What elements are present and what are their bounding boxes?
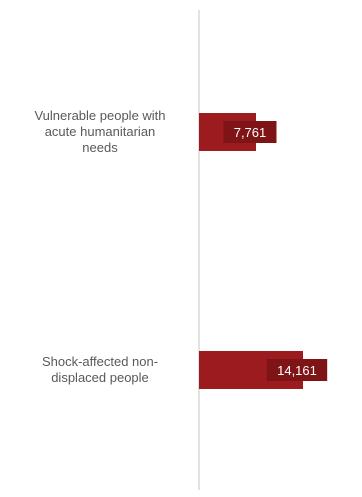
value-label-box-0 [223, 121, 277, 143]
category-label-line: needs [82, 140, 118, 155]
value-label-box-1 [266, 359, 328, 381]
category-label-line: Vulnerable people with [34, 108, 165, 123]
category-label-0: Vulnerable people with acute humanitarian… [34, 108, 165, 155]
category-label-line: Shock-affected non- [42, 354, 158, 369]
category-label-line: acute humanitarian [45, 124, 156, 139]
value-label-0: 7,761 [234, 125, 267, 140]
category-label-1: Shock-affected non-displaced people [42, 354, 158, 385]
value-label-1: 14,161 [277, 363, 317, 378]
category-label-line: displaced people [51, 370, 149, 385]
